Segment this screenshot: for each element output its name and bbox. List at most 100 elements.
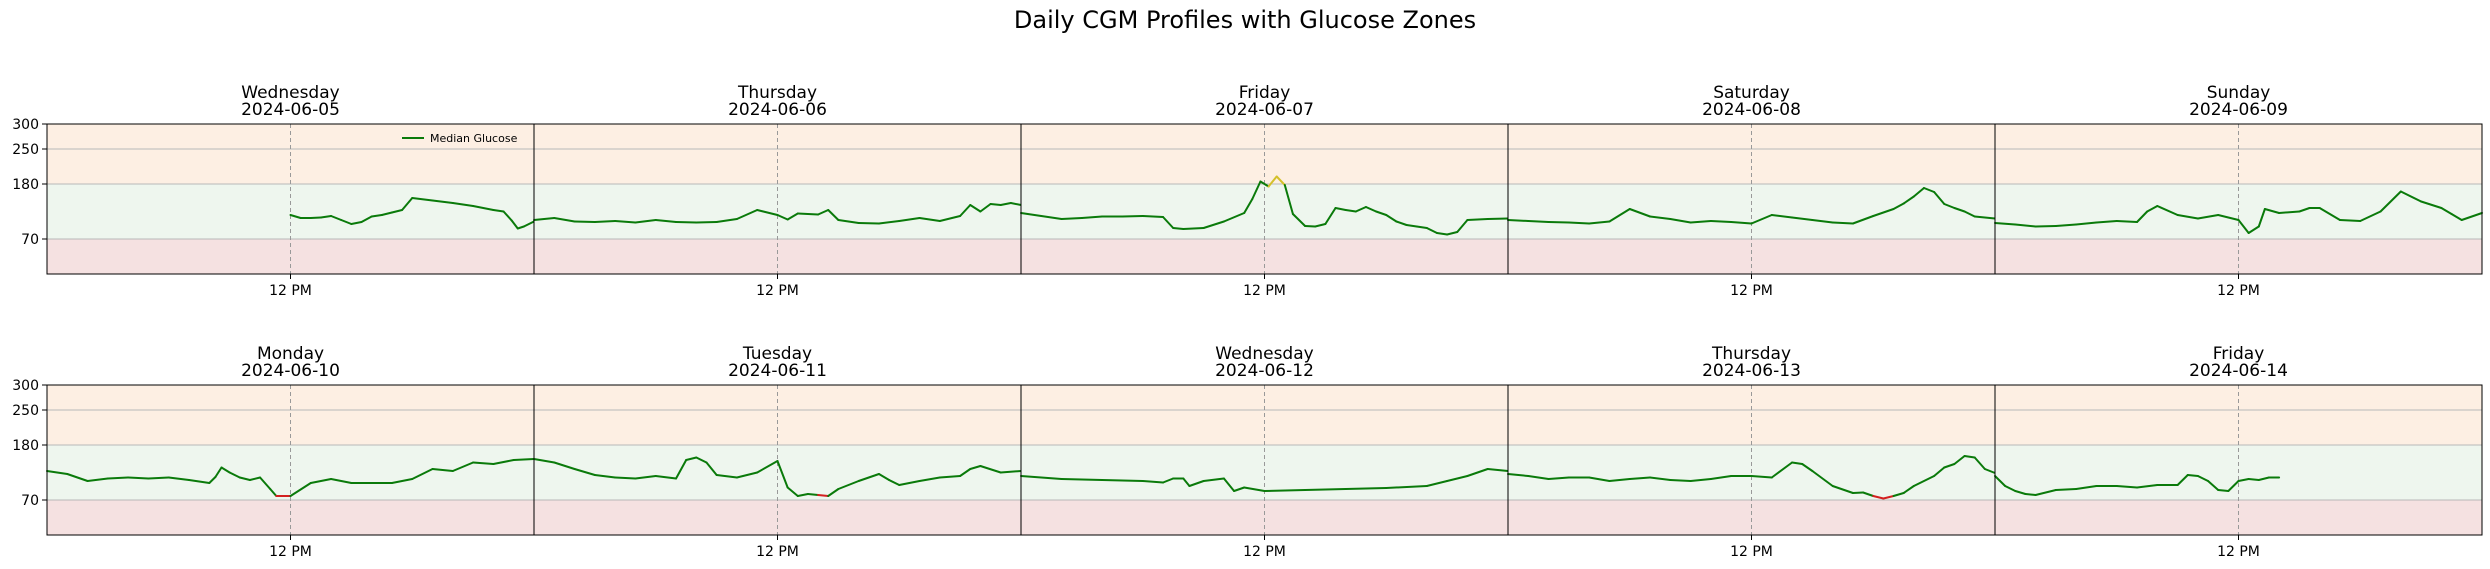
glucose-segment xyxy=(472,461,495,465)
glucose-segment xyxy=(2318,207,2341,221)
glucose-segment xyxy=(1275,175,1286,186)
glucose-segment xyxy=(888,479,901,486)
glucose-segment xyxy=(2359,210,2382,222)
glucose-segment xyxy=(1060,217,1083,220)
glucose-segment xyxy=(370,214,383,218)
glucose-segment xyxy=(1912,187,1925,198)
glucose-segment xyxy=(1943,463,1956,469)
glucose-segment xyxy=(1730,221,1753,225)
glucose-segment xyxy=(1963,210,1976,218)
x-tick-label: 12 PM xyxy=(2217,544,2260,560)
glucose-segment xyxy=(1912,475,1936,487)
glucose-segment xyxy=(2460,212,2483,221)
glucose-segment xyxy=(898,217,921,222)
glucose-segment xyxy=(1020,475,1063,480)
glucose-segment xyxy=(1425,227,1438,234)
glucose-segment xyxy=(593,220,617,223)
glucose-segment xyxy=(1251,180,1262,200)
glucose-segment xyxy=(735,471,759,479)
panel-weekday: Wednesday xyxy=(1215,344,1313,364)
glucose-segment xyxy=(2420,200,2443,209)
glucose-segment xyxy=(167,476,191,481)
glucose-segment xyxy=(2176,214,2199,220)
glucose-segment xyxy=(330,215,343,221)
glucose-segment xyxy=(1182,477,1191,487)
glucose-segment xyxy=(502,210,513,222)
y-tick-label: 70 xyxy=(21,493,39,509)
glucose-segment xyxy=(390,209,404,214)
glucose-segment xyxy=(1354,206,1367,213)
glucose-segment xyxy=(1953,455,1966,465)
glucose-segment xyxy=(705,461,718,476)
glucose-segment xyxy=(918,217,941,222)
glucose-segment xyxy=(360,215,373,223)
glucose-segment xyxy=(817,209,830,216)
panel-weekday: Saturday xyxy=(1713,83,1790,103)
glucose-segment xyxy=(1486,217,1509,220)
glucose-segment xyxy=(675,221,698,224)
glucose-segment xyxy=(1872,208,1895,217)
glucose-segment xyxy=(938,475,962,479)
y-tick-label: 180 xyxy=(12,177,39,193)
glucose-segment xyxy=(654,475,678,480)
glucose-segment xyxy=(1202,220,1225,229)
glucose-segment xyxy=(319,215,333,219)
glucose-segment xyxy=(1709,475,1733,480)
glucose-segment xyxy=(1304,225,1317,228)
glucose-segment xyxy=(492,209,505,213)
glucose-segment xyxy=(1770,461,1794,479)
glucose-segment xyxy=(999,202,1012,206)
glucose-segment xyxy=(1324,207,1337,225)
glucose-segment xyxy=(2196,475,2210,482)
panel-date: 2024-06-12 xyxy=(1215,361,1314,381)
y-tick-label: 250 xyxy=(12,403,39,419)
x-tick-label: 12 PM xyxy=(756,544,799,560)
figure-title: Daily CGM Profiles with Glucose Zones xyxy=(1014,6,1476,34)
glucose-segment xyxy=(2014,223,2037,228)
glucose-segment xyxy=(2004,485,2017,492)
glucose-segment xyxy=(269,488,278,497)
glucose-segment xyxy=(989,203,1002,206)
glucose-segment xyxy=(1141,215,1165,218)
glucose-segment xyxy=(1831,221,1854,225)
glucose-segment xyxy=(1567,221,1591,225)
glucose-segment xyxy=(451,202,475,207)
glucose-segment xyxy=(1588,220,1611,225)
glucose-segment xyxy=(2024,493,2037,496)
glucose-segment xyxy=(553,461,576,470)
glucose-segment xyxy=(1162,477,1175,484)
glucose-segment xyxy=(1267,175,1278,188)
glucose-segment xyxy=(1791,216,1814,221)
glucose-segment xyxy=(634,475,657,480)
panel-weekday: Thursday xyxy=(737,83,817,103)
glucose-segment xyxy=(1020,212,1043,217)
glucose-segment xyxy=(898,480,921,486)
glucose-segment xyxy=(1507,219,1530,222)
glucose-segment xyxy=(817,494,830,497)
glucose-segment xyxy=(1334,207,1347,211)
glucose-segment xyxy=(1395,220,1408,226)
glucose-segment xyxy=(827,488,840,497)
glucose-segment xyxy=(2257,476,2270,481)
glucose-segment xyxy=(220,466,231,474)
glucose-segment xyxy=(1141,480,1165,484)
glucose-segment xyxy=(390,478,414,484)
glucose-segment xyxy=(1009,202,1022,206)
glucose-segment xyxy=(1121,215,1144,218)
x-tick-label: 12 PM xyxy=(1243,544,1286,560)
glucose-segment xyxy=(857,473,880,482)
glucose-segment xyxy=(1811,219,1834,224)
y-tick-label: 300 xyxy=(12,117,39,133)
glucose-segment xyxy=(715,474,738,479)
glucose-segment xyxy=(86,477,109,482)
panel-date: 2024-06-14 xyxy=(2189,361,2288,381)
legend-label: Median Glucose xyxy=(430,132,518,145)
glucose-segment xyxy=(289,214,302,219)
glucose-segment xyxy=(1172,227,1185,230)
glucose-segment xyxy=(877,220,901,225)
glucose-segment xyxy=(401,197,414,211)
